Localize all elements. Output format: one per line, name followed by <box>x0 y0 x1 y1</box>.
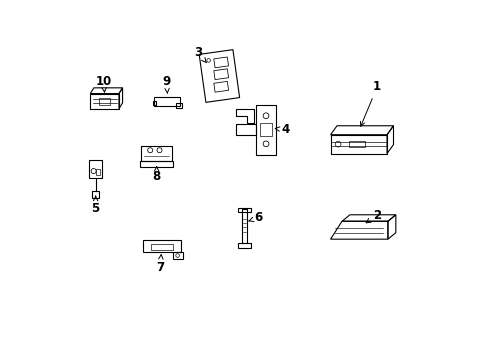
Bar <box>92 191 99 198</box>
Bar <box>89 160 102 178</box>
Bar <box>349 141 365 147</box>
Bar <box>150 244 173 250</box>
Text: 1: 1 <box>360 80 381 126</box>
Bar <box>238 243 250 248</box>
Bar <box>256 105 275 155</box>
Text: 8: 8 <box>152 167 161 183</box>
Bar <box>260 123 271 136</box>
Bar <box>99 98 110 105</box>
Bar <box>140 162 173 167</box>
Text: 9: 9 <box>162 75 170 94</box>
Bar <box>154 96 180 105</box>
Bar <box>96 169 100 175</box>
Text: 3: 3 <box>193 46 206 63</box>
Bar <box>153 101 156 105</box>
Bar <box>238 208 250 212</box>
Text: 2: 2 <box>366 210 381 223</box>
Bar <box>236 125 256 135</box>
Text: 4: 4 <box>275 123 289 136</box>
Bar <box>143 240 181 252</box>
Text: 5: 5 <box>91 196 100 215</box>
Bar <box>176 103 182 108</box>
Text: 7: 7 <box>156 255 164 274</box>
Bar <box>242 209 246 243</box>
Text: 10: 10 <box>95 75 111 92</box>
Bar <box>141 147 171 162</box>
Text: 6: 6 <box>248 211 263 224</box>
